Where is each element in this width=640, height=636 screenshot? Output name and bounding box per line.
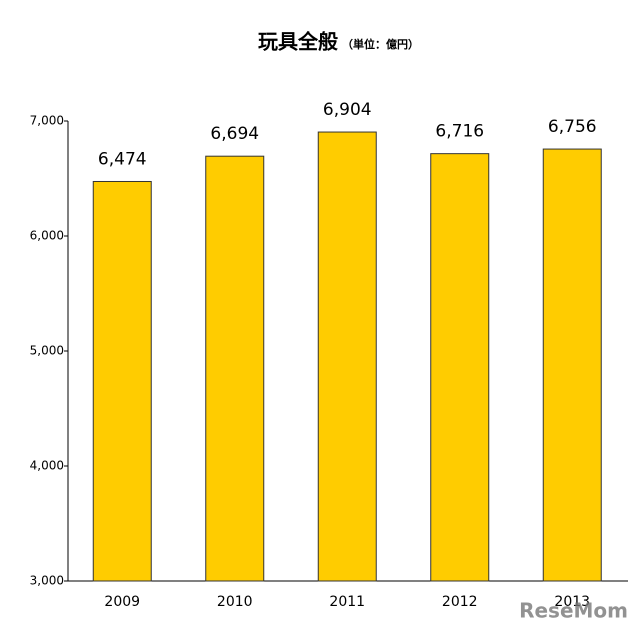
y-tick-label: 5,000 xyxy=(30,344,64,358)
value-label: 6,474 xyxy=(98,149,147,169)
x-tick-label: 2010 xyxy=(217,594,253,610)
value-label: 6,694 xyxy=(210,124,259,144)
chart-subtitle: （単位：億円） xyxy=(342,37,419,51)
x-tick-label: 2011 xyxy=(329,594,365,610)
bar xyxy=(205,155,265,582)
y-tick-label: 7,000 xyxy=(30,114,64,128)
value-label: 6,904 xyxy=(323,100,372,120)
value-label: 6,756 xyxy=(548,117,597,137)
y-tick-label: 6,000 xyxy=(30,229,64,243)
watermark: ReseMom xyxy=(519,599,628,623)
x-tick-label: 2012 xyxy=(442,594,478,610)
bar xyxy=(430,153,490,582)
bar xyxy=(542,148,602,582)
y-tick-label: 4,000 xyxy=(30,459,64,473)
x-tick-label: 2009 xyxy=(104,594,140,610)
y-tick-label: 3,000 xyxy=(30,574,64,588)
value-label: 6,716 xyxy=(435,122,484,142)
bar xyxy=(317,131,377,582)
x-tick-label: 2013 xyxy=(554,594,590,610)
bar xyxy=(92,180,152,582)
chart-title: 玩具全般 xyxy=(258,30,338,54)
